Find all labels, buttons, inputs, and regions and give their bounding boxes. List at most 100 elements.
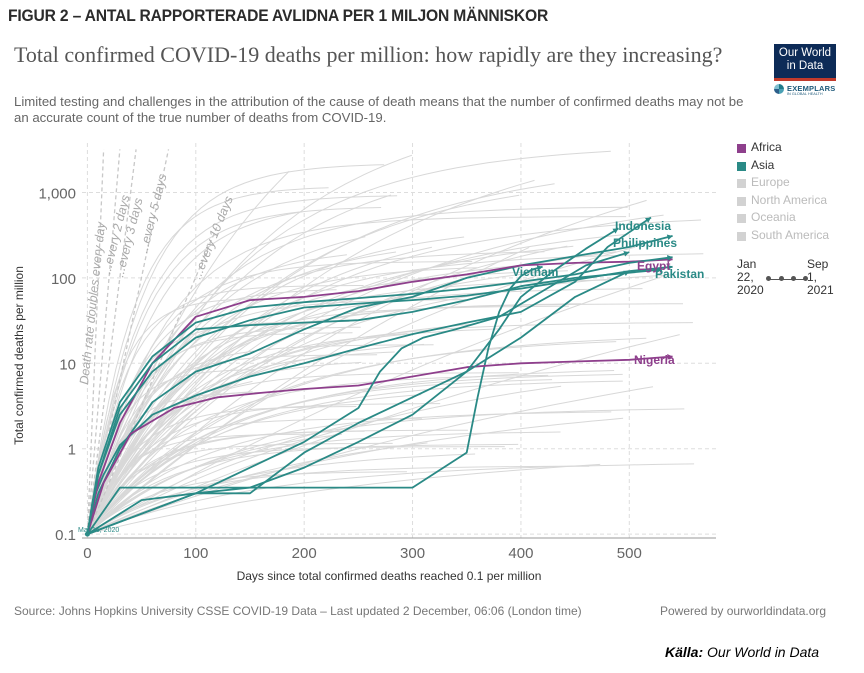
timeline-start-handle[interactable] (766, 276, 771, 281)
timeline-mid-dot (791, 276, 796, 281)
y-tick-label: 1,000 (38, 186, 76, 203)
legend-swatch (737, 196, 746, 206)
timeline-end-label: Sep 1, 2021 (807, 257, 834, 297)
background-country-line (86, 305, 569, 535)
series-line[interactable] (86, 355, 673, 535)
background-country-line (86, 361, 362, 535)
series-line[interactable] (87, 270, 630, 535)
series-label-nigeria[interactable]: Nigeria (634, 353, 675, 367)
legend-label: Africa (751, 140, 782, 154)
x-axis-label: Days since total confirmed deaths reache… (237, 569, 542, 583)
credit-line: Källa: Our World in Data (665, 644, 819, 660)
background-country-line (86, 179, 535, 535)
legend-item-europe[interactable]: Europe (737, 175, 857, 191)
chart-subtitle: Limited testing and challenges in the at… (14, 94, 744, 125)
logo-line2: in Data (786, 60, 824, 72)
background-country-line (86, 267, 477, 535)
background-country-line (86, 195, 398, 535)
background-country-line (87, 433, 342, 535)
series-line[interactable] (86, 216, 652, 535)
y-tick-label: 10 (59, 356, 76, 373)
series-arrowhead (612, 228, 619, 234)
background-country-line (86, 326, 361, 535)
line-chart[interactable]: Death rate doubles every day...every 2 d… (0, 130, 864, 600)
credit-label: Källa: (665, 644, 704, 660)
x-tick-label: 400 (508, 545, 533, 562)
x-tick-label: 500 (617, 545, 642, 562)
chart-title: Total confirmed COVID-19 deaths per mill… (14, 42, 723, 67)
series-label-pakistan[interactable]: Pakistan (655, 267, 704, 281)
background-country-line (87, 246, 636, 535)
series-arrowhead (623, 270, 630, 277)
background-country-line (87, 245, 568, 535)
series-line[interactable] (86, 268, 662, 535)
timeline-start-label: Jan 22, 2020 (737, 257, 764, 297)
y-tick-label: 100 (51, 271, 76, 288)
background-country-line (87, 380, 623, 535)
logo-accent-bar (774, 78, 836, 81)
legend-item-asia[interactable]: Asia (737, 158, 857, 174)
timeline-mid-dot (779, 276, 784, 281)
background-country-line (86, 233, 627, 535)
y-tick-label: 1 (68, 442, 76, 459)
background-country-line (87, 446, 505, 535)
legend-item-oceania[interactable]: Oceania (737, 210, 857, 226)
y-axis-label: Total confirmed deaths per million (12, 266, 26, 445)
legend-swatch (737, 161, 746, 171)
series-label-vietnam[interactable]: Vietnam (512, 265, 558, 279)
series-line[interactable] (86, 265, 543, 535)
exemplars-text: EXEMPLARS (787, 84, 836, 93)
legend-label: Oceania (751, 210, 796, 224)
doubling-reference-line (86, 149, 137, 535)
series-arrowhead (623, 250, 630, 257)
doubling-label: Death rate doubles every day (77, 221, 108, 386)
series-arrowhead (645, 217, 651, 223)
background-country-line (86, 288, 643, 535)
timeline-end-handle[interactable] (803, 276, 808, 281)
background-country-line (87, 442, 428, 535)
background-country-line (87, 386, 654, 535)
series-line[interactable] (86, 256, 673, 535)
series-arrowhead (667, 264, 673, 271)
background-country-line (86, 429, 468, 535)
background-country-line (86, 170, 290, 535)
exemplars-subtext: IN GLOBAL HEALTH (787, 92, 823, 96)
background-country-line (86, 433, 306, 535)
doubling-reference-line (86, 149, 170, 535)
legend-swatch (737, 144, 746, 153)
powered-by-link[interactable]: Powered by ourworldindata.org (660, 604, 827, 618)
x-tick-label: 0 (83, 545, 91, 562)
background-country-line (86, 270, 568, 535)
series-line[interactable] (87, 251, 630, 535)
series-line[interactable] (86, 265, 673, 535)
background-country-line (86, 219, 702, 535)
background-country-line (86, 261, 473, 535)
timeline-control[interactable]: Jan 22, 2020 Sep 1, 2021 (737, 258, 847, 302)
figure-label: FIGUR 2 – ANTAL RAPPORTERADE AVLIDNA PER… (8, 6, 549, 25)
series-arrowhead (667, 354, 673, 360)
legend-label: Europe (751, 175, 790, 189)
background-country-line (86, 236, 366, 535)
series-line[interactable] (86, 235, 673, 535)
owid-logo[interactable]: Our World in Data (774, 44, 836, 78)
series-label-egypt[interactable]: Egypt (637, 259, 670, 273)
legend-label: Asia (751, 157, 775, 172)
series-arrowhead (536, 265, 543, 271)
x-tick-label: 100 (183, 545, 208, 562)
exemplars-logo: EXEMPLARS IN GLOBAL HEALTH (774, 84, 844, 98)
background-country-line (87, 463, 601, 535)
timeline-track[interactable] (768, 279, 806, 280)
start-point (84, 531, 90, 537)
legend-item-north-america[interactable]: North America (737, 193, 857, 209)
legend-item-africa[interactable]: Africa (737, 140, 857, 156)
background-country-line (86, 214, 664, 535)
background-country-line (86, 392, 270, 535)
background-country-line (86, 187, 329, 535)
legend-item-south-america[interactable]: South America (737, 228, 857, 244)
background-country-line (87, 385, 562, 535)
background-country-line (87, 465, 590, 535)
background-country-line (86, 211, 303, 535)
series-label-philippines[interactable]: Philippines (613, 236, 677, 250)
series-label-indonesia[interactable]: Indonesia (615, 219, 671, 233)
doubling-reference-line (86, 149, 105, 535)
